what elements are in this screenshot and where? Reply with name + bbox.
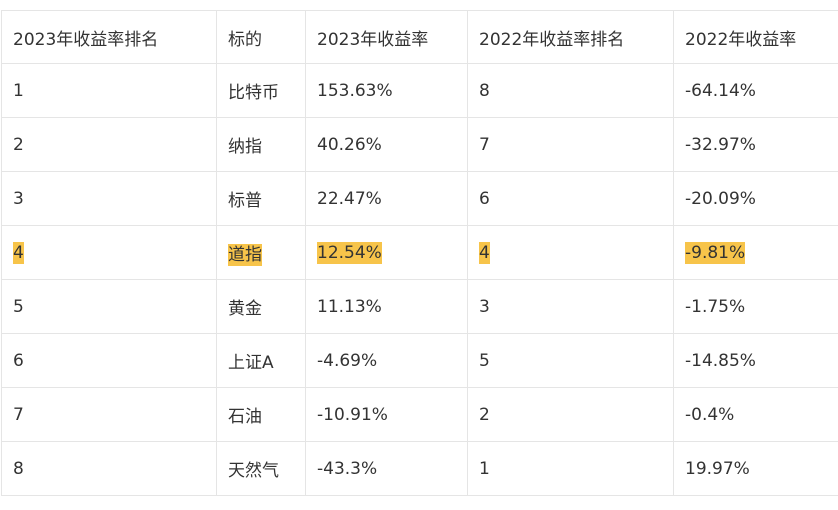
cell-text: 5 xyxy=(479,351,490,371)
table-row: 3 标普 22.47% 6 -20.09% xyxy=(2,172,838,226)
cell-text: -4.69% xyxy=(317,351,377,371)
cell-text: 1 xyxy=(13,81,24,101)
cell-text: 天然气 xyxy=(228,461,279,481)
cell-return-2023: 12.54% xyxy=(306,226,468,280)
cell-rank-2022: 1 xyxy=(468,442,674,496)
cell-return-2022: -64.14% xyxy=(674,64,838,118)
cell-return-2023: 153.63% xyxy=(306,64,468,118)
cell-return-2023: -4.69% xyxy=(306,334,468,388)
cell-text: 2 xyxy=(13,135,24,155)
header-return-2022: 2022年收益率 xyxy=(674,11,838,64)
table-header-row: 2023年收益率排名 标的 2023年收益率 2022年收益率排名 2022年收… xyxy=(2,11,838,64)
cell-text: 3 xyxy=(13,189,24,209)
cell-text: 纳指 xyxy=(228,137,262,157)
highlighted-cell-text: 4 xyxy=(13,242,24,264)
cell-text: 2 xyxy=(479,405,490,425)
cell-rank-2023: 2 xyxy=(2,118,217,172)
cell-rank-2023: 1 xyxy=(2,64,217,118)
cell-asset: 天然气 xyxy=(217,442,306,496)
cell-text: 标普 xyxy=(228,191,262,211)
cell-text: 11.13% xyxy=(317,297,382,317)
cell-return-2023: -10.91% xyxy=(306,388,468,442)
header-return-2023: 2023年收益率 xyxy=(306,11,468,64)
highlighted-cell-text: -9.81% xyxy=(685,242,745,264)
cell-text: -10.91% xyxy=(317,405,388,425)
cell-text: -0.4% xyxy=(685,405,734,425)
cell-rank-2022: 3 xyxy=(468,280,674,334)
highlighted-cell-text: 道指 xyxy=(228,244,262,266)
table-row-highlighted: 4 道指 12.54% 4 -9.81% xyxy=(2,226,838,280)
header-rank-2023: 2023年收益率排名 xyxy=(2,11,217,64)
cell-text: 比特币 xyxy=(228,83,279,103)
returns-table: 2023年收益率排名 标的 2023年收益率 2022年收益率排名 2022年收… xyxy=(1,10,838,496)
cell-rank-2022: 8 xyxy=(468,64,674,118)
cell-text: -32.97% xyxy=(685,135,756,155)
cell-rank-2023: 4 xyxy=(2,226,217,280)
cell-text: 40.26% xyxy=(317,135,382,155)
cell-text: 8 xyxy=(13,459,24,479)
cell-text: 8 xyxy=(479,81,490,101)
cell-text: 6 xyxy=(13,351,24,371)
cell-text: 153.63% xyxy=(317,81,393,101)
cell-text: -64.14% xyxy=(685,81,756,101)
cell-return-2023: 40.26% xyxy=(306,118,468,172)
cell-return-2022: 19.97% xyxy=(674,442,838,496)
table-row: 6 上证A -4.69% 5 -14.85% xyxy=(2,334,838,388)
table-row: 2 纳指 40.26% 7 -32.97% xyxy=(2,118,838,172)
cell-rank-2023: 5 xyxy=(2,280,217,334)
cell-rank-2023: 6 xyxy=(2,334,217,388)
cell-text: 3 xyxy=(479,297,490,317)
cell-return-2022: -0.4% xyxy=(674,388,838,442)
cell-text: 22.47% xyxy=(317,189,382,209)
cell-text: 7 xyxy=(479,135,490,155)
cell-asset: 黄金 xyxy=(217,280,306,334)
cell-asset: 道指 xyxy=(217,226,306,280)
table-row: 1 比特币 153.63% 8 -64.14% xyxy=(2,64,838,118)
cell-return-2022: -9.81% xyxy=(674,226,838,280)
highlighted-cell-text: 4 xyxy=(479,242,490,264)
cell-text: 7 xyxy=(13,405,24,425)
cell-asset: 上证A xyxy=(217,334,306,388)
cell-return-2022: -14.85% xyxy=(674,334,838,388)
highlighted-cell-text: 12.54% xyxy=(317,242,382,264)
cell-text: -1.75% xyxy=(685,297,745,317)
cell-asset: 石油 xyxy=(217,388,306,442)
cell-text: 1 xyxy=(479,459,490,479)
cell-text: -43.3% xyxy=(317,459,377,479)
cell-text: -20.09% xyxy=(685,189,756,209)
cell-text: 上证A xyxy=(228,353,274,373)
cell-text: 黄金 xyxy=(228,299,262,319)
cell-rank-2022: 7 xyxy=(468,118,674,172)
header-rank-2022: 2022年收益率排名 xyxy=(468,11,674,64)
cell-text: 19.97% xyxy=(685,459,750,479)
cell-text: -14.85% xyxy=(685,351,756,371)
cell-text: 5 xyxy=(13,297,24,317)
cell-return-2022: -1.75% xyxy=(674,280,838,334)
table-row: 8 天然气 -43.3% 1 19.97% xyxy=(2,442,838,496)
cell-rank-2022: 4 xyxy=(468,226,674,280)
cell-return-2023: 22.47% xyxy=(306,172,468,226)
cell-asset: 比特币 xyxy=(217,64,306,118)
cell-return-2022: -32.97% xyxy=(674,118,838,172)
cell-rank-2023: 8 xyxy=(2,442,217,496)
cell-asset: 标普 xyxy=(217,172,306,226)
cell-rank-2023: 7 xyxy=(2,388,217,442)
cell-return-2023: 11.13% xyxy=(306,280,468,334)
table-row: 7 石油 -10.91% 2 -0.4% xyxy=(2,388,838,442)
cell-rank-2022: 5 xyxy=(468,334,674,388)
cell-rank-2023: 3 xyxy=(2,172,217,226)
cell-return-2022: -20.09% xyxy=(674,172,838,226)
table-row: 5 黄金 11.13% 3 -1.75% xyxy=(2,280,838,334)
cell-return-2023: -43.3% xyxy=(306,442,468,496)
cell-rank-2022: 2 xyxy=(468,388,674,442)
cell-text: 石油 xyxy=(228,407,262,427)
cell-asset: 纳指 xyxy=(217,118,306,172)
cell-rank-2022: 6 xyxy=(468,172,674,226)
header-asset: 标的 xyxy=(217,11,306,64)
cell-text: 6 xyxy=(479,189,490,209)
